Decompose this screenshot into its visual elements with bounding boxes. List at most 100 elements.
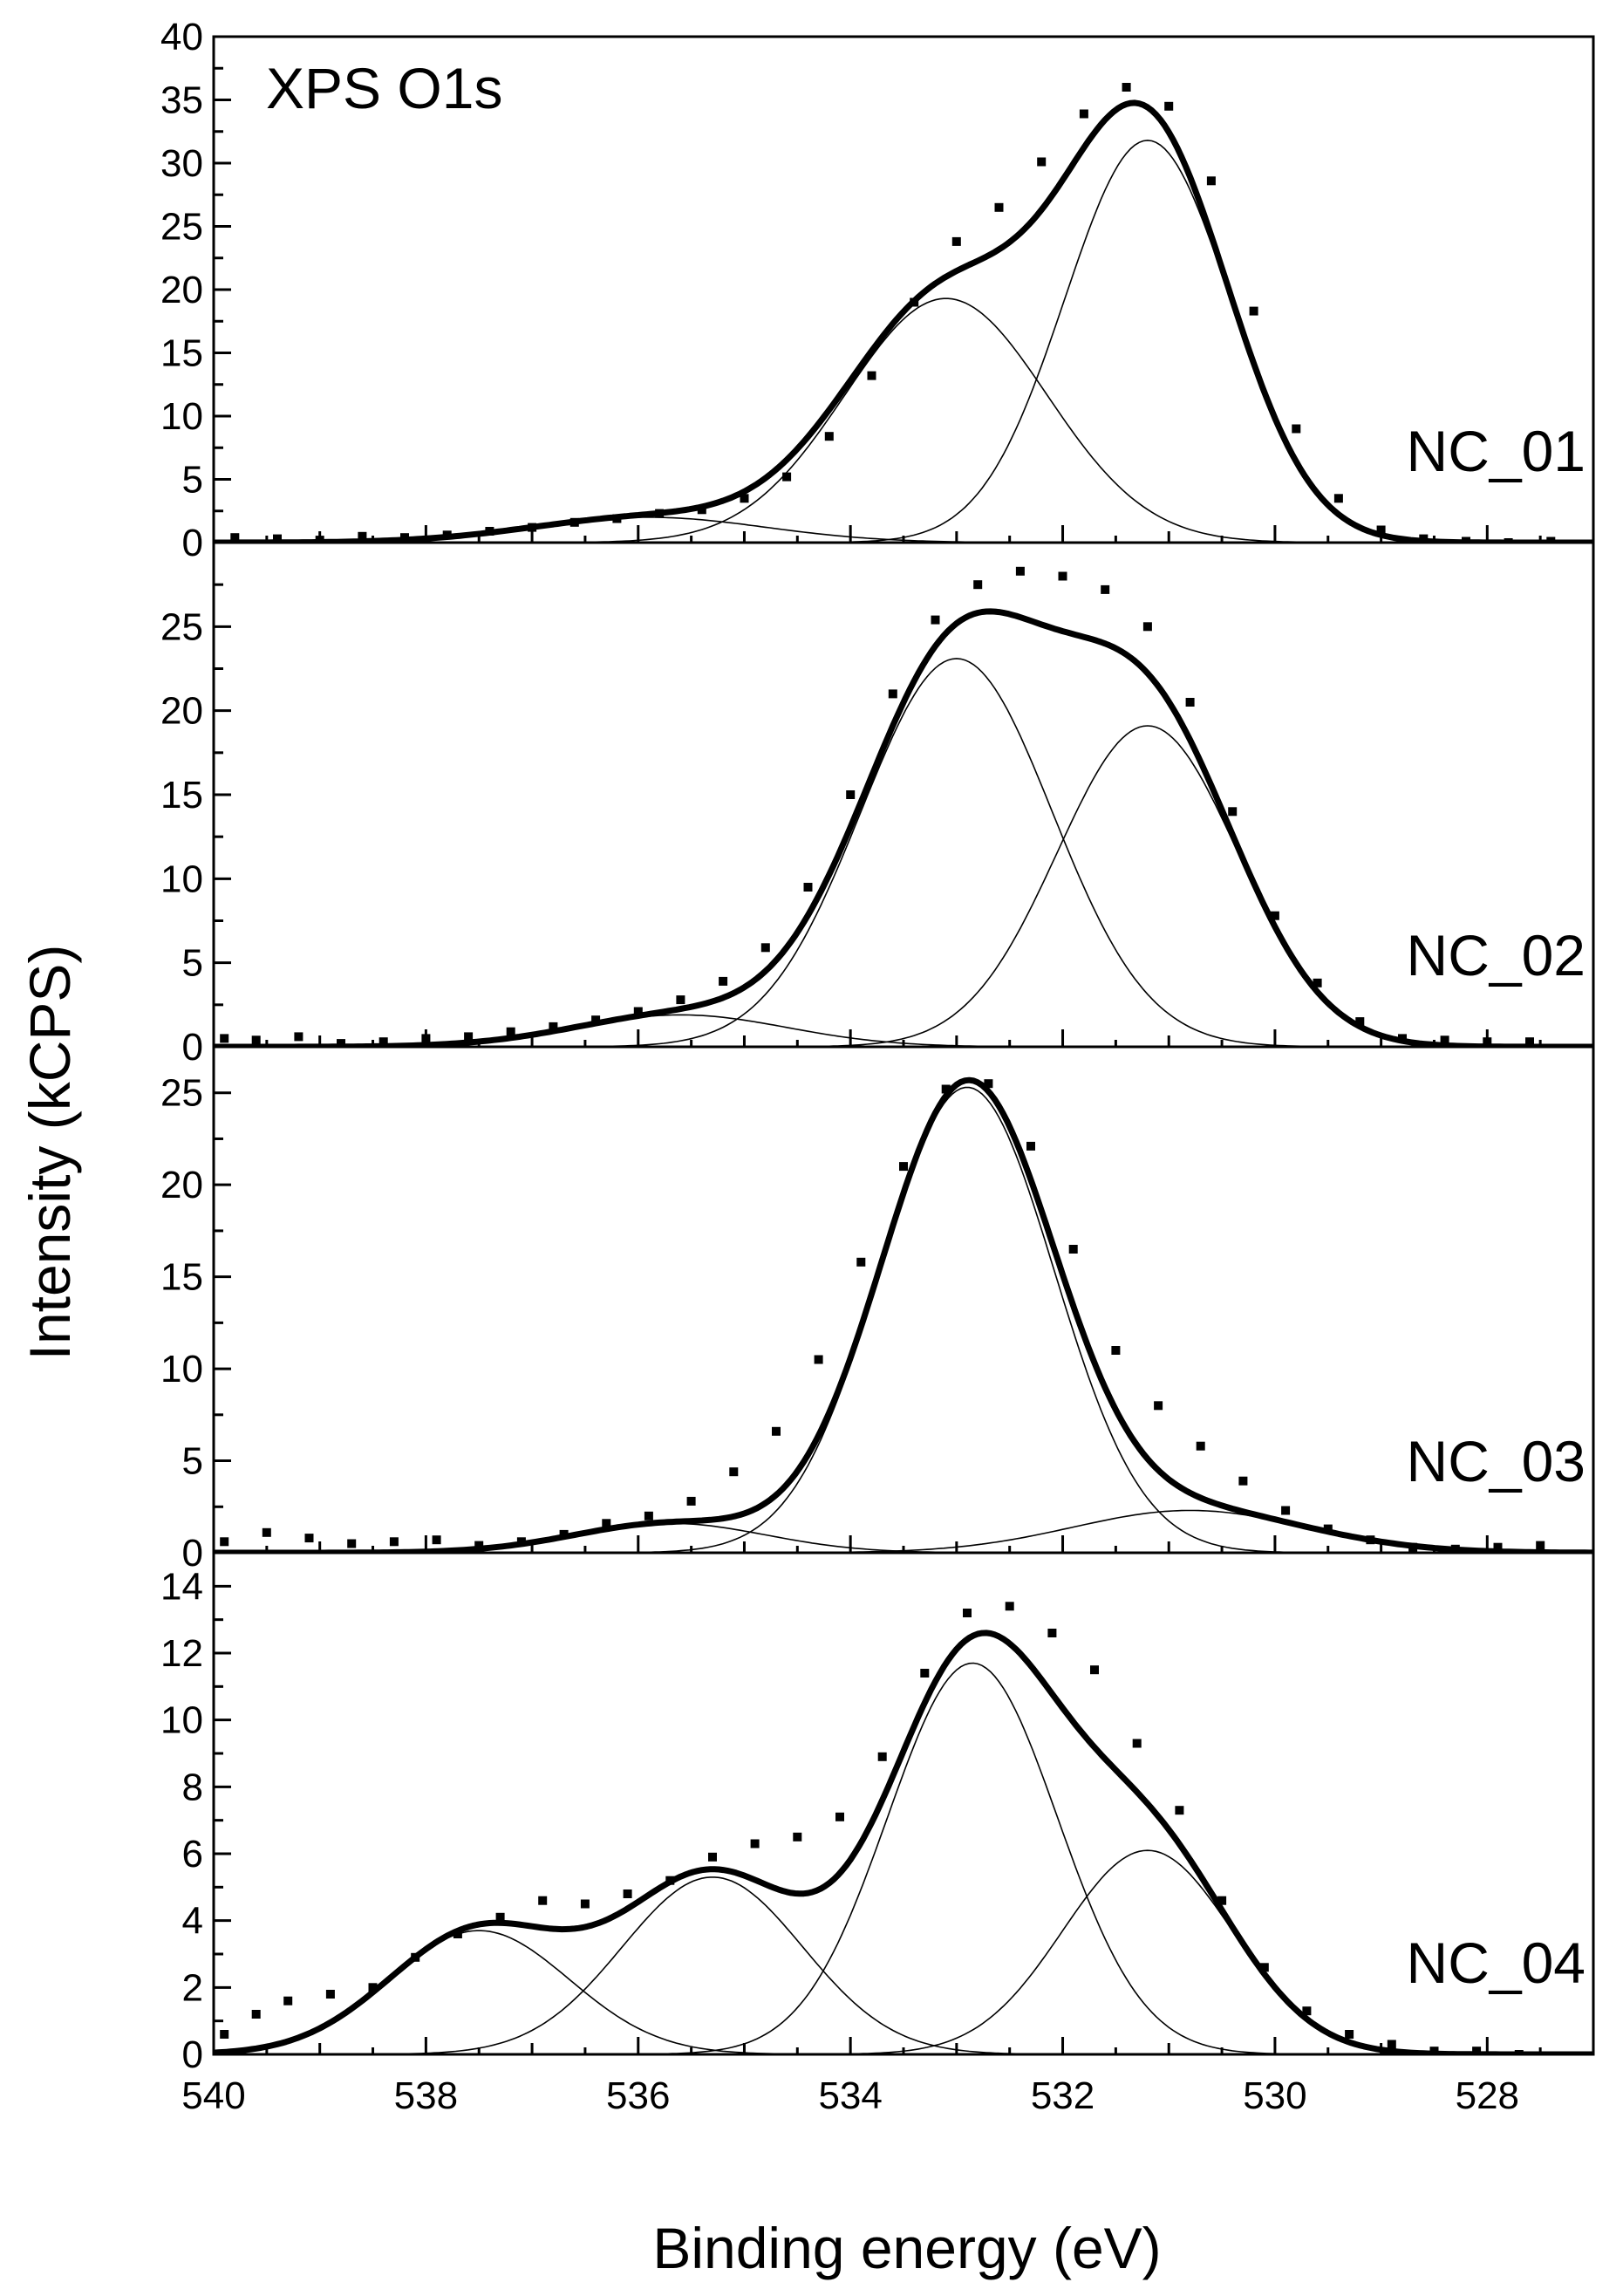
panel-label: NC_02 xyxy=(1407,923,1585,987)
data-point xyxy=(1323,1524,1333,1534)
data-point xyxy=(782,472,792,482)
data-point xyxy=(760,943,770,953)
y-tick-label: 10 xyxy=(160,1348,203,1391)
data-point xyxy=(1472,2047,1482,2054)
data-point xyxy=(580,1899,590,1909)
data-point xyxy=(708,1852,717,1862)
y-tick-label: 20 xyxy=(160,1164,203,1206)
data-point xyxy=(358,531,367,541)
component-peak-2 xyxy=(214,1086,1593,1553)
data-point xyxy=(1525,1037,1534,1047)
data-point xyxy=(697,505,706,515)
data-point xyxy=(1047,1629,1057,1637)
data-point xyxy=(1249,306,1258,316)
data-point xyxy=(569,517,579,527)
y-tick-label: 25 xyxy=(160,605,203,648)
curve-group xyxy=(214,1602,1593,2054)
panel-nc-03: 0 5 10 15 20 25 NC_03 xyxy=(160,1045,1595,1575)
panel-label: NC_03 xyxy=(1407,1429,1585,1493)
data-point xyxy=(506,1027,515,1036)
plot-frame xyxy=(212,1551,1595,2056)
data-point xyxy=(1536,1541,1545,1550)
data-point xyxy=(538,1896,548,1905)
data-point xyxy=(516,1537,526,1547)
panel-label: NC_01 xyxy=(1407,419,1585,483)
data-point xyxy=(623,1889,632,1898)
data-point xyxy=(772,1426,781,1436)
data-point xyxy=(814,1355,823,1364)
data-point xyxy=(1037,157,1047,167)
data-point xyxy=(368,1983,378,1992)
component-peak-3 xyxy=(214,140,1593,543)
data-point xyxy=(1142,622,1152,632)
plot-panels: 0510152025303540NC_010510152025NC_020510… xyxy=(160,16,1595,2117)
data-point xyxy=(1005,1602,1014,1611)
curve-group xyxy=(214,83,1593,543)
data-point xyxy=(644,1511,653,1520)
y-tick-label: 0 xyxy=(182,522,203,564)
data-point xyxy=(453,1930,462,1938)
component-peak-2 xyxy=(214,297,1593,543)
y-tick-label: 20 xyxy=(160,690,203,733)
x-tick-label: 528 xyxy=(1456,2074,1519,2117)
envelope-fit xyxy=(214,1630,1593,2054)
y-tick-label: 4 xyxy=(182,1900,203,1943)
data-point xyxy=(1111,1346,1121,1355)
data-point xyxy=(846,790,856,799)
data-point xyxy=(1398,1034,1407,1043)
data-point xyxy=(421,1034,431,1043)
data-point xyxy=(474,1541,484,1550)
panel-label: NC_04 xyxy=(1407,1930,1585,1995)
envelope-fit xyxy=(214,1076,1593,1553)
data-point xyxy=(230,533,240,543)
data-point xyxy=(676,995,685,1005)
data-point xyxy=(1419,534,1429,543)
data-point xyxy=(262,1527,271,1537)
data-point xyxy=(633,1007,643,1016)
x-tick-label: 532 xyxy=(1031,2074,1095,2117)
data-point xyxy=(1079,109,1088,119)
data-point xyxy=(411,1952,420,1962)
data-point xyxy=(729,1467,739,1477)
y-tick-label: 0 xyxy=(182,1532,203,1575)
data-point xyxy=(1483,1037,1492,1047)
data-point xyxy=(495,1912,505,1922)
data-point xyxy=(485,527,494,536)
y-tick-label: 10 xyxy=(160,395,203,438)
y-tick-label: 14 xyxy=(160,1565,203,1608)
y-axis-title: Intensity (kCPS) xyxy=(17,945,82,1361)
panel-nc-02: 0 5 10 15 20 25 NC_02 xyxy=(160,541,1595,1069)
data-point xyxy=(1504,538,1513,543)
y-tick-label: 5 xyxy=(182,942,203,985)
plot-frame xyxy=(212,541,1595,1049)
data-point xyxy=(1090,1665,1099,1675)
data-point xyxy=(1333,494,1343,503)
x-tick-label: 540 xyxy=(181,2074,245,2117)
y-tick-label: 5 xyxy=(182,459,203,502)
data-point xyxy=(1175,1806,1184,1815)
data-point xyxy=(1313,978,1322,987)
data-point xyxy=(400,533,409,543)
data-point xyxy=(1408,1542,1418,1552)
data-point xyxy=(655,509,665,518)
data-point xyxy=(1154,1401,1163,1411)
data-point xyxy=(315,536,324,543)
data-point xyxy=(559,1529,569,1539)
data-point xyxy=(304,1534,314,1543)
envelope-fit xyxy=(214,99,1593,543)
data-point xyxy=(686,1496,696,1506)
data-point xyxy=(220,2030,229,2039)
data-point xyxy=(719,976,728,986)
x-axis-title: Binding energy (eV) xyxy=(652,2216,1161,2280)
y-tick-label: 15 xyxy=(160,332,203,375)
data-point xyxy=(389,1537,399,1547)
y-tick-label: 12 xyxy=(160,1632,203,1675)
data-point xyxy=(347,1539,357,1548)
data-point xyxy=(464,1032,474,1042)
data-point xyxy=(549,1022,558,1031)
data-point xyxy=(273,534,282,543)
data-point xyxy=(1122,83,1131,92)
data-point xyxy=(1440,1035,1449,1045)
envelope-fit xyxy=(214,608,1593,1047)
data-point xyxy=(1164,101,1174,111)
